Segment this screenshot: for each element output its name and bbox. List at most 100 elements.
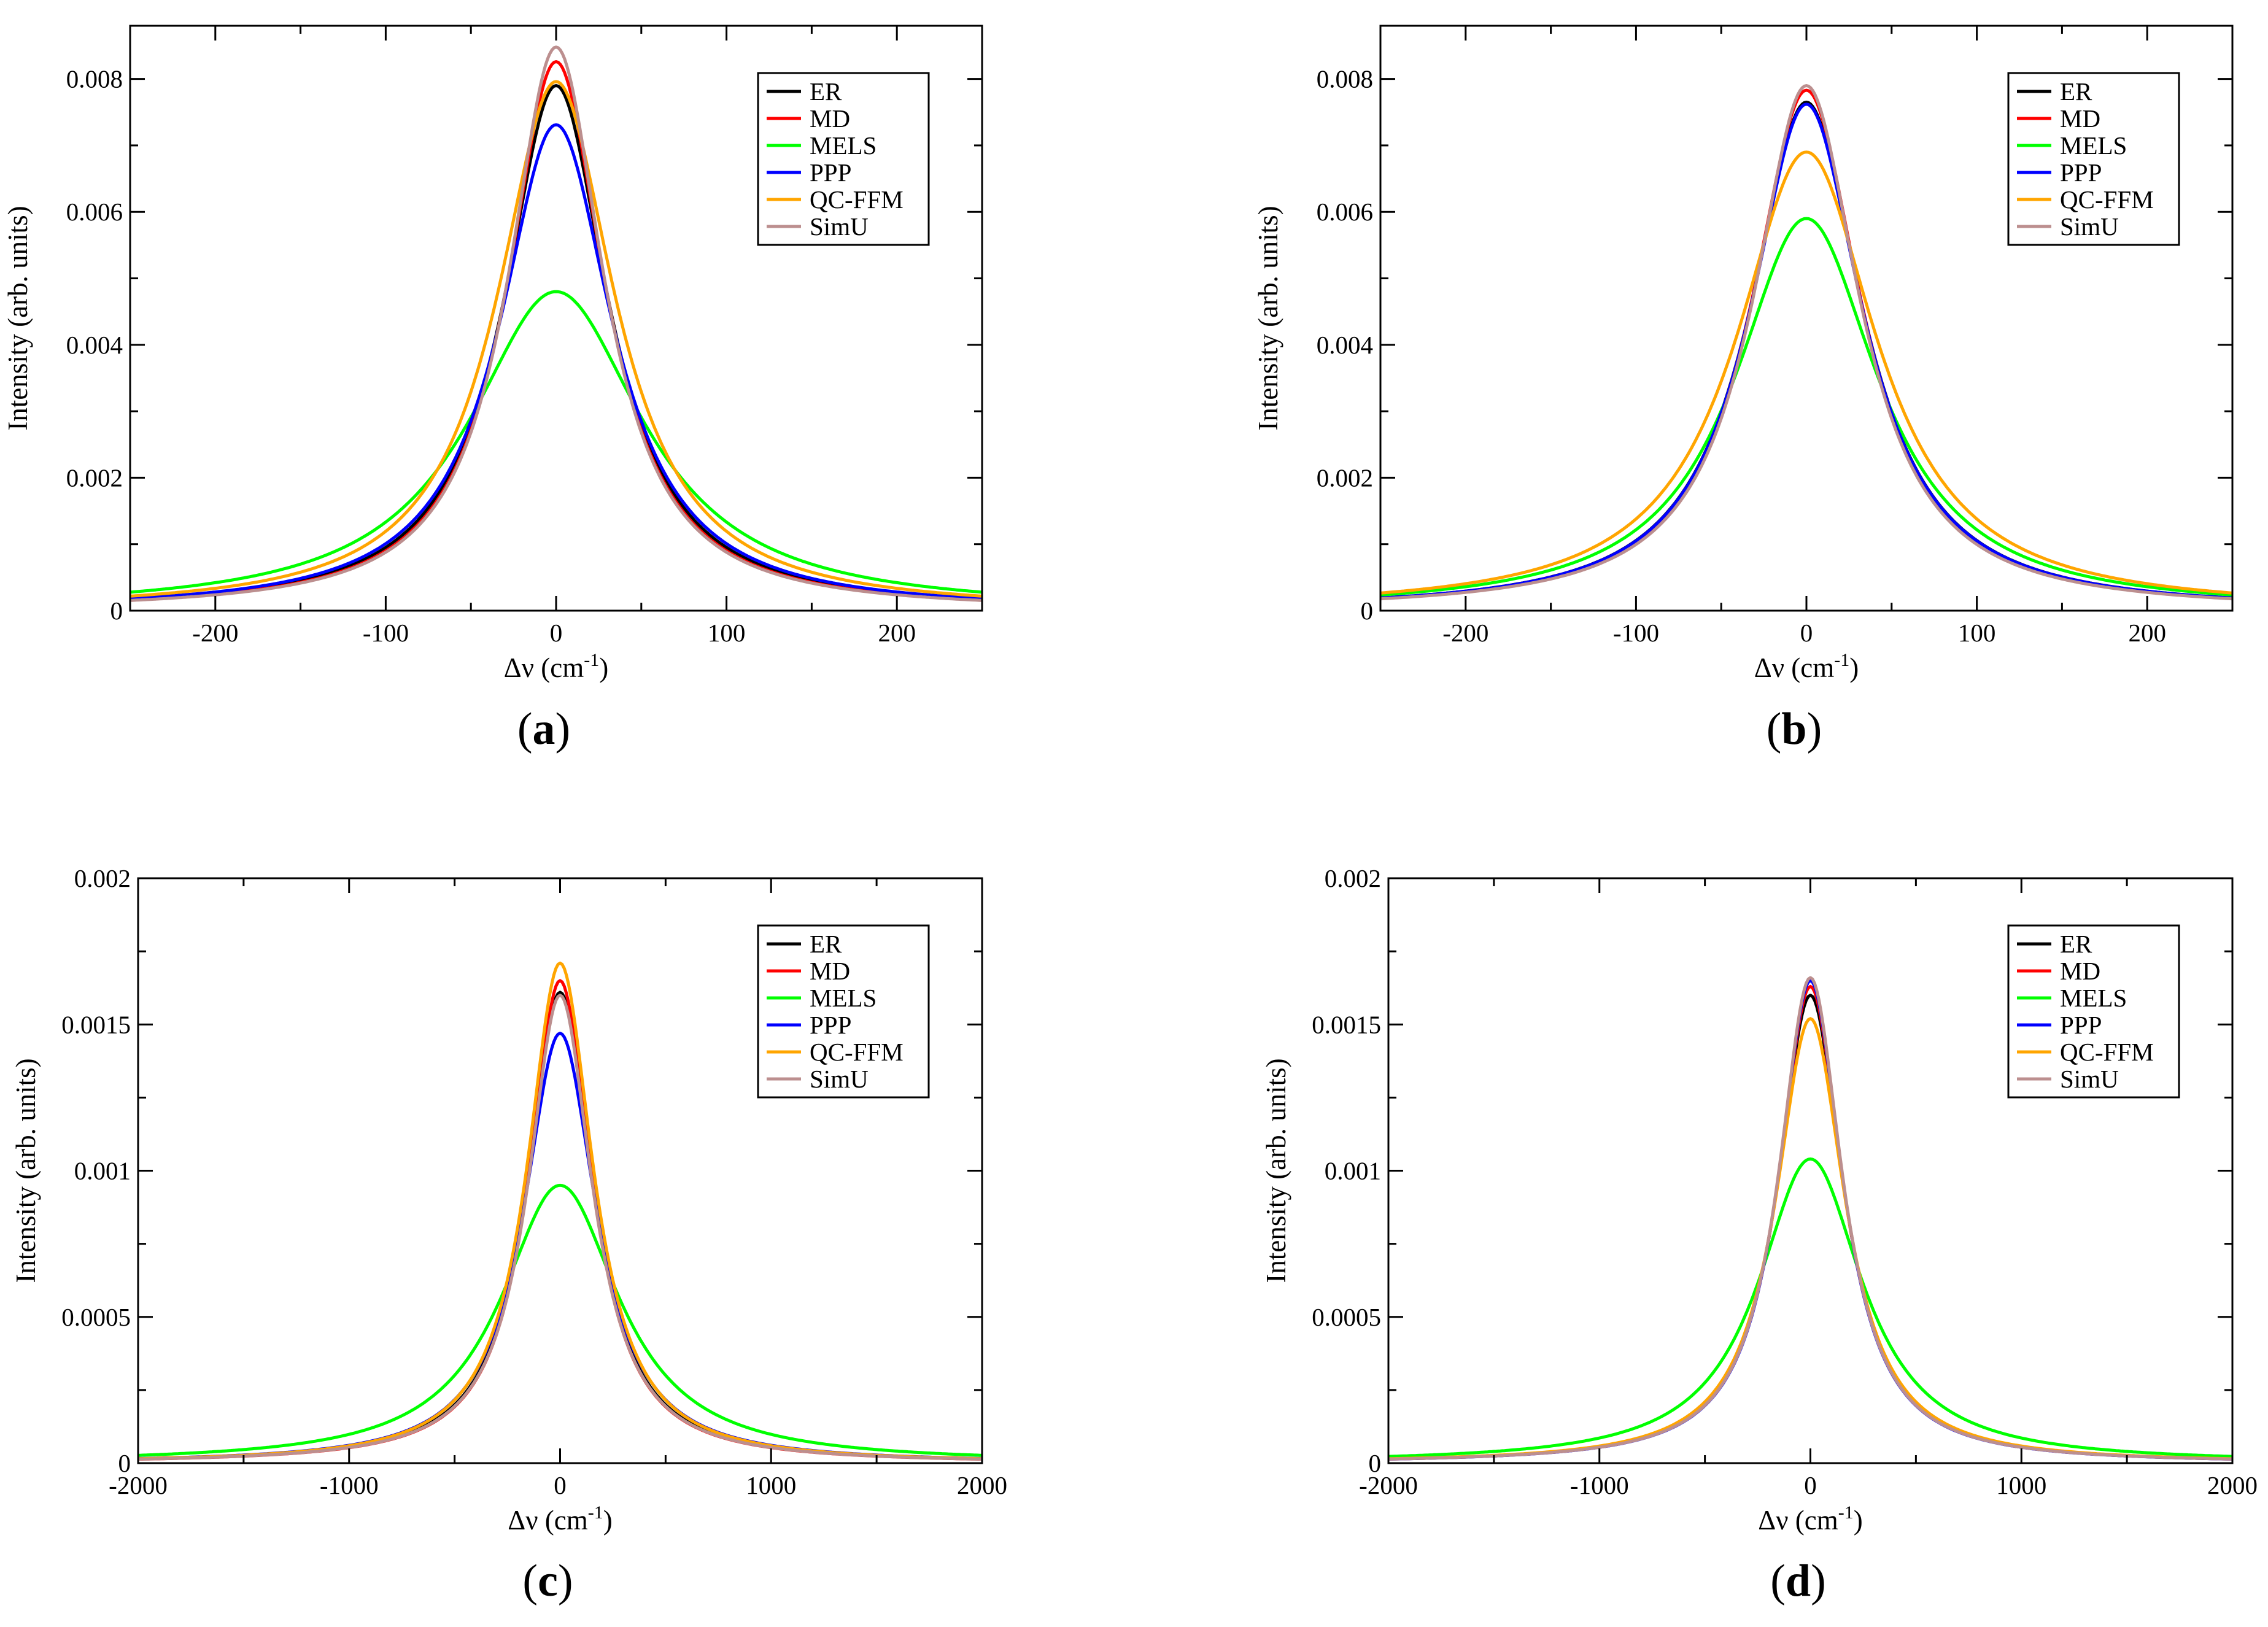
x-axis-label: Δν (cm-1) — [1758, 1502, 1863, 1536]
legend-label-ppp: PPP — [810, 158, 851, 187]
caption-open-paren: ( — [522, 1556, 538, 1606]
legend-label-qc-ffm: QC-FFM — [810, 1038, 904, 1066]
series-line-simu — [1380, 84, 2232, 601]
legend-box — [2007, 72, 2180, 246]
panel-c: -2000 -1000 0 1000 2000 0 0.0005 0.001 0.0015 0.0… — [10, 864, 1007, 1606]
legend-box — [757, 72, 930, 246]
x-tick-label: -200 — [192, 619, 238, 647]
x-tick-label: 1000 — [746, 1471, 796, 1499]
x-axis-label-sup: -1 — [1838, 1502, 1854, 1523]
legend-label-md: MD — [810, 957, 850, 985]
x-tick-label: -100 — [363, 619, 409, 647]
series-line-ppp — [130, 123, 982, 600]
y-tick-label: 0.002 — [1325, 864, 1381, 892]
panel-caption: (c) — [522, 1556, 573, 1606]
x-axis-label: Δν (cm-1) — [1754, 650, 1859, 683]
y-tick-label: 0 — [118, 1449, 131, 1477]
panel-a: -200 -100 0 100 200 0 0.002 0.004 0.006 0.008 Δν (… — [2, 25, 983, 754]
x-axis-label-close: ) — [603, 1505, 613, 1536]
x-axis-label-sup: -1 — [584, 650, 599, 670]
x-axis-label-close: ) — [599, 652, 608, 683]
x-tick-label: -1000 — [320, 1471, 379, 1499]
panel-d: -2000 -1000 0 1000 2000 0 0.0005 0.001 0.0015 0.0… — [1261, 864, 2258, 1606]
series-group — [130, 45, 982, 602]
x-tick-label: 100 — [708, 619, 746, 647]
series-group — [1388, 976, 2232, 1461]
series-line-simu — [138, 994, 982, 1461]
legend-label-mels: MELS — [810, 131, 877, 160]
series-line-qc-ffm — [130, 80, 982, 598]
y-tick-label: 0.002 — [74, 864, 131, 892]
caption-close-paren: ) — [558, 1556, 573, 1606]
legend-label-simu: SimU — [810, 1065, 869, 1093]
caption-letter: d — [1786, 1556, 1811, 1606]
x-axis-label: Δν (cm-1) — [504, 650, 609, 683]
legend-label-ppp: PPP — [810, 1011, 851, 1039]
x-tick-label: 200 — [2128, 619, 2166, 647]
x-tick-label: -2000 — [109, 1471, 168, 1499]
series-line-simu — [1388, 976, 2232, 1461]
x-tick-label: -100 — [1613, 619, 1659, 647]
x-tick-label: -200 — [1442, 619, 1488, 647]
series-group — [1380, 84, 2232, 601]
legend-label-simu: SimU — [810, 212, 869, 241]
y-tick-label: 0.002 — [66, 463, 123, 492]
y-tick-label: 0 — [1369, 1449, 1382, 1477]
series-line-qc-ffm — [1380, 150, 2232, 595]
legend-label-er: ER — [2060, 77, 2092, 106]
panel-caption: (a) — [517, 704, 570, 754]
caption-close-paren: ) — [1807, 704, 1822, 754]
legend-label-md: MD — [810, 104, 850, 133]
caption-letter: a — [533, 704, 555, 754]
legend-label-md: MD — [2060, 957, 2100, 985]
caption-open-paren: ( — [517, 704, 533, 754]
caption-letter: b — [1781, 704, 1806, 754]
x-tick-label: 100 — [1958, 619, 1996, 647]
caption-close-paren: ) — [555, 704, 571, 754]
series-line-simu — [130, 45, 982, 602]
legend-label-ppp: PPP — [2060, 158, 2102, 187]
y-axis-label: Intensity (arb. units) — [1261, 1058, 1291, 1283]
y-tick-label: 0.006 — [1317, 198, 1373, 226]
caption-letter: c — [538, 1556, 558, 1606]
legend-label-qc-ffm: QC-FFM — [810, 185, 904, 214]
x-axis-label-sup: -1 — [1834, 650, 1849, 670]
y-tick-label: 0.0005 — [1312, 1303, 1381, 1331]
x-axis-label-base: Δν (cm — [1754, 652, 1835, 683]
y-tick-label: 0.008 — [1317, 65, 1373, 93]
y-tick-label: 0 — [1361, 597, 1374, 625]
legend-box — [757, 924, 930, 1099]
y-tick-label: 0.0015 — [1312, 1010, 1381, 1038]
legend-label-qc-ffm: QC-FFM — [2060, 185, 2154, 214]
x-tick-label: 1000 — [1996, 1471, 2046, 1499]
x-tick-label: 0 — [1804, 1471, 1817, 1499]
x-tick-label: 200 — [878, 619, 916, 647]
x-tick-label: -2000 — [1359, 1471, 1418, 1499]
x-tick-label: 2000 — [2207, 1471, 2258, 1499]
legend-label-mels: MELS — [810, 984, 877, 1012]
panel-b: -200 -100 0 100 200 0 0.002 0.004 0.006 0.008 Δν (… — [1253, 25, 2234, 754]
x-tick-label: -1000 — [1570, 1471, 1629, 1499]
x-axis-label-base: Δν (cm — [504, 652, 584, 683]
legend-label-md: MD — [2060, 104, 2100, 133]
x-tick-label: 0 — [554, 1471, 567, 1499]
caption-open-paren: ( — [1770, 1556, 1786, 1606]
series-line-ppp — [1380, 102, 2232, 600]
x-tick-label: 2000 — [957, 1471, 1007, 1499]
caption-close-paren: ) — [1811, 1556, 1826, 1606]
legend-label-simu: SimU — [2060, 1065, 2119, 1093]
x-axis-label-base: Δν (cm — [508, 1505, 588, 1536]
y-tick-label: 0.002 — [1317, 463, 1373, 492]
x-tick-label: 0 — [1800, 619, 1813, 647]
legend-label-mels: MELS — [2060, 131, 2127, 160]
y-axis-label: Intensity (arb. units) — [1253, 206, 1283, 430]
legend-label-qc-ffm: QC-FFM — [2060, 1038, 2154, 1066]
series-line-mels — [1388, 1157, 2232, 1458]
series-line-mels — [1380, 217, 2232, 597]
x-axis-label-close: ) — [1849, 652, 1859, 683]
legend-label-er: ER — [2060, 930, 2092, 958]
panel-caption: (d) — [1770, 1556, 1825, 1606]
